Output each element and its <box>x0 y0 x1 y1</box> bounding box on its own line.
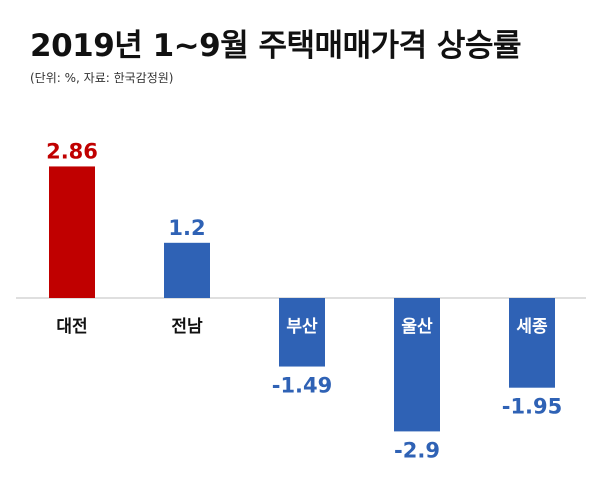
bar-3 <box>394 298 440 432</box>
chart-subtitle: (단위: %, 자료: 한국감정원) <box>30 71 174 85</box>
value-label-4: -1.95 <box>502 395 563 419</box>
value-label-0: 2.86 <box>46 139 98 163</box>
value-label-1: 1.2 <box>168 216 205 240</box>
category-label-1: 전남 <box>171 317 203 337</box>
category-label-0: 대전 <box>56 317 87 337</box>
category-label-3: 울산 <box>401 317 433 337</box>
category-label-4: 세종 <box>516 317 548 337</box>
bar-0 <box>49 166 95 298</box>
bar-4 <box>509 298 555 388</box>
value-label-3: -2.9 <box>394 438 440 462</box>
value-label-2: -1.49 <box>272 374 333 398</box>
bar-1 <box>164 242 210 298</box>
category-label-2: 부산 <box>286 317 318 337</box>
chart-title: 2019년 1~9월 주택매매가격 상승률 <box>30 28 522 64</box>
bar-2 <box>279 298 325 367</box>
